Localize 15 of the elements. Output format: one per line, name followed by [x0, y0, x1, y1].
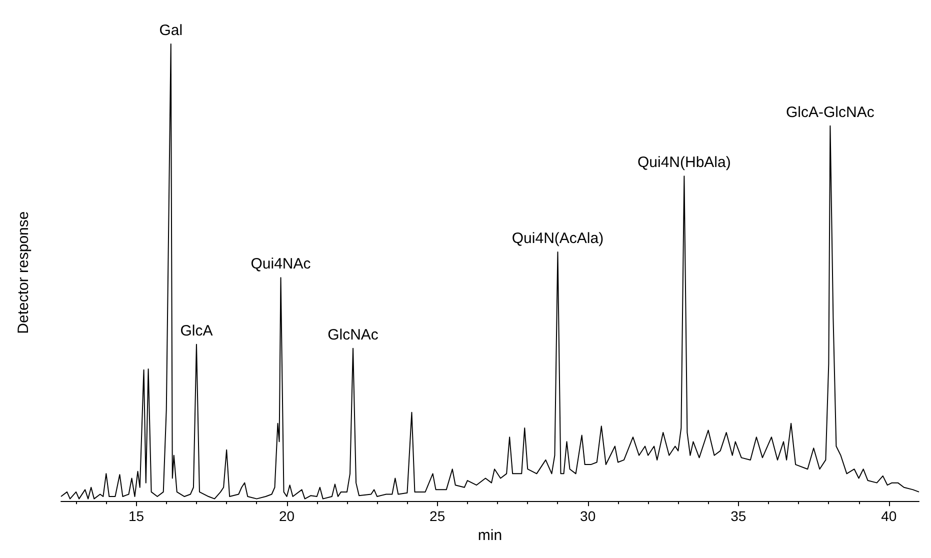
annotation: Qui4N(AcAla): [512, 230, 604, 247]
x-tick-label: 35: [730, 508, 746, 524]
annotation: Gal: [159, 22, 183, 39]
x-tick-label: 25: [430, 508, 446, 524]
x-tick-label: 30: [580, 508, 596, 524]
x-tick-label: 20: [279, 508, 295, 524]
annotation: GlcA: [180, 322, 213, 340]
x-axis-title: min: [478, 527, 502, 544]
y-axis-title: Detector response: [15, 211, 32, 334]
annotation: Qui4NAc: [250, 256, 312, 273]
annotation: GlcNAc: [328, 326, 379, 344]
annotation: Qui4N(HbAla): [637, 154, 731, 172]
x-tick-label: 15: [128, 508, 144, 524]
x-tick-label: 40: [881, 508, 897, 524]
annotation: GlcA-GlcNAc: [786, 104, 875, 121]
